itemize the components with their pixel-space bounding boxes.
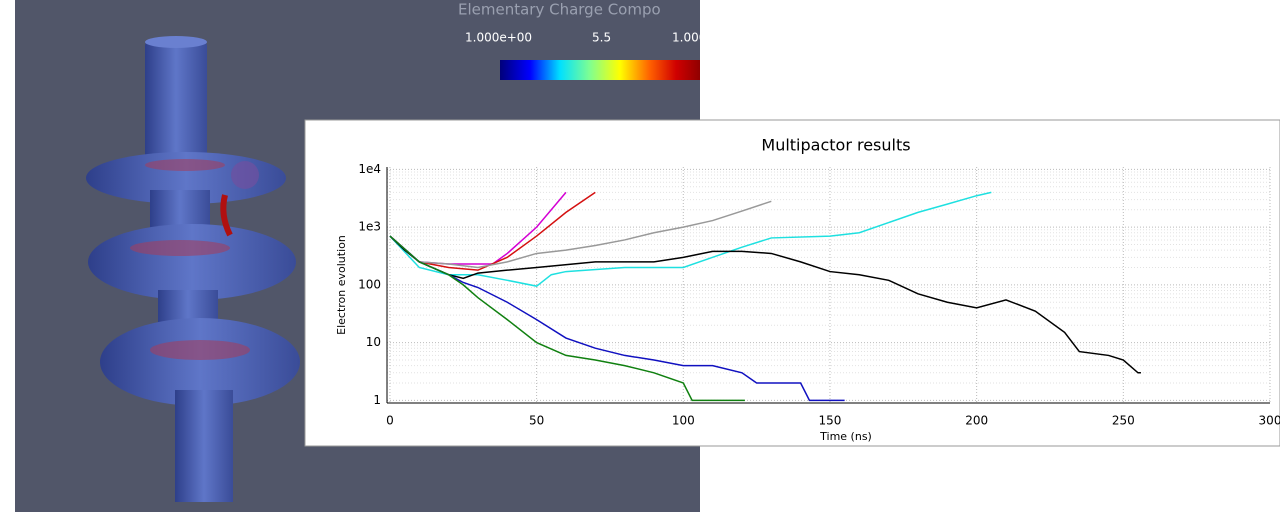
y-tick-label: 1e4 <box>358 162 381 176</box>
colorbar-label: 1.000e+00 <box>465 31 532 45</box>
colorbar-title: Elementary Charge Compo <box>458 1 661 19</box>
x-tick-label: 100 <box>672 414 695 428</box>
colorbar-label: 5.5 <box>592 31 611 45</box>
colorbar-label: 1.000 <box>672 31 706 45</box>
y-axis-label: Electron evolution <box>335 235 348 335</box>
y-tick-label: 10 <box>366 335 381 349</box>
x-tick-label: 200 <box>965 414 988 428</box>
y-tick-label: 1e3 <box>358 220 381 234</box>
x-tick-label: 250 <box>1112 414 1135 428</box>
screenshot: Elementary Charge Compo 1.000e+00 5.5 1.… <box>0 0 1280 512</box>
x-tick-label: 150 <box>819 414 842 428</box>
x-tick-label: 50 <box>529 414 544 428</box>
x-tick-label: 0 <box>386 414 394 428</box>
x-tick-label: 300 <box>1259 414 1280 428</box>
y-tick-label: 1 <box>373 393 381 407</box>
chart-title: Multipactor results <box>761 136 910 155</box>
x-axis-label: Time (ns) <box>819 430 872 443</box>
y-tick-label: 100 <box>358 277 381 291</box>
page: Elementary Charge Compo 1.000e+00 5.5 1.… <box>0 0 1280 512</box>
colorbar <box>500 60 700 80</box>
